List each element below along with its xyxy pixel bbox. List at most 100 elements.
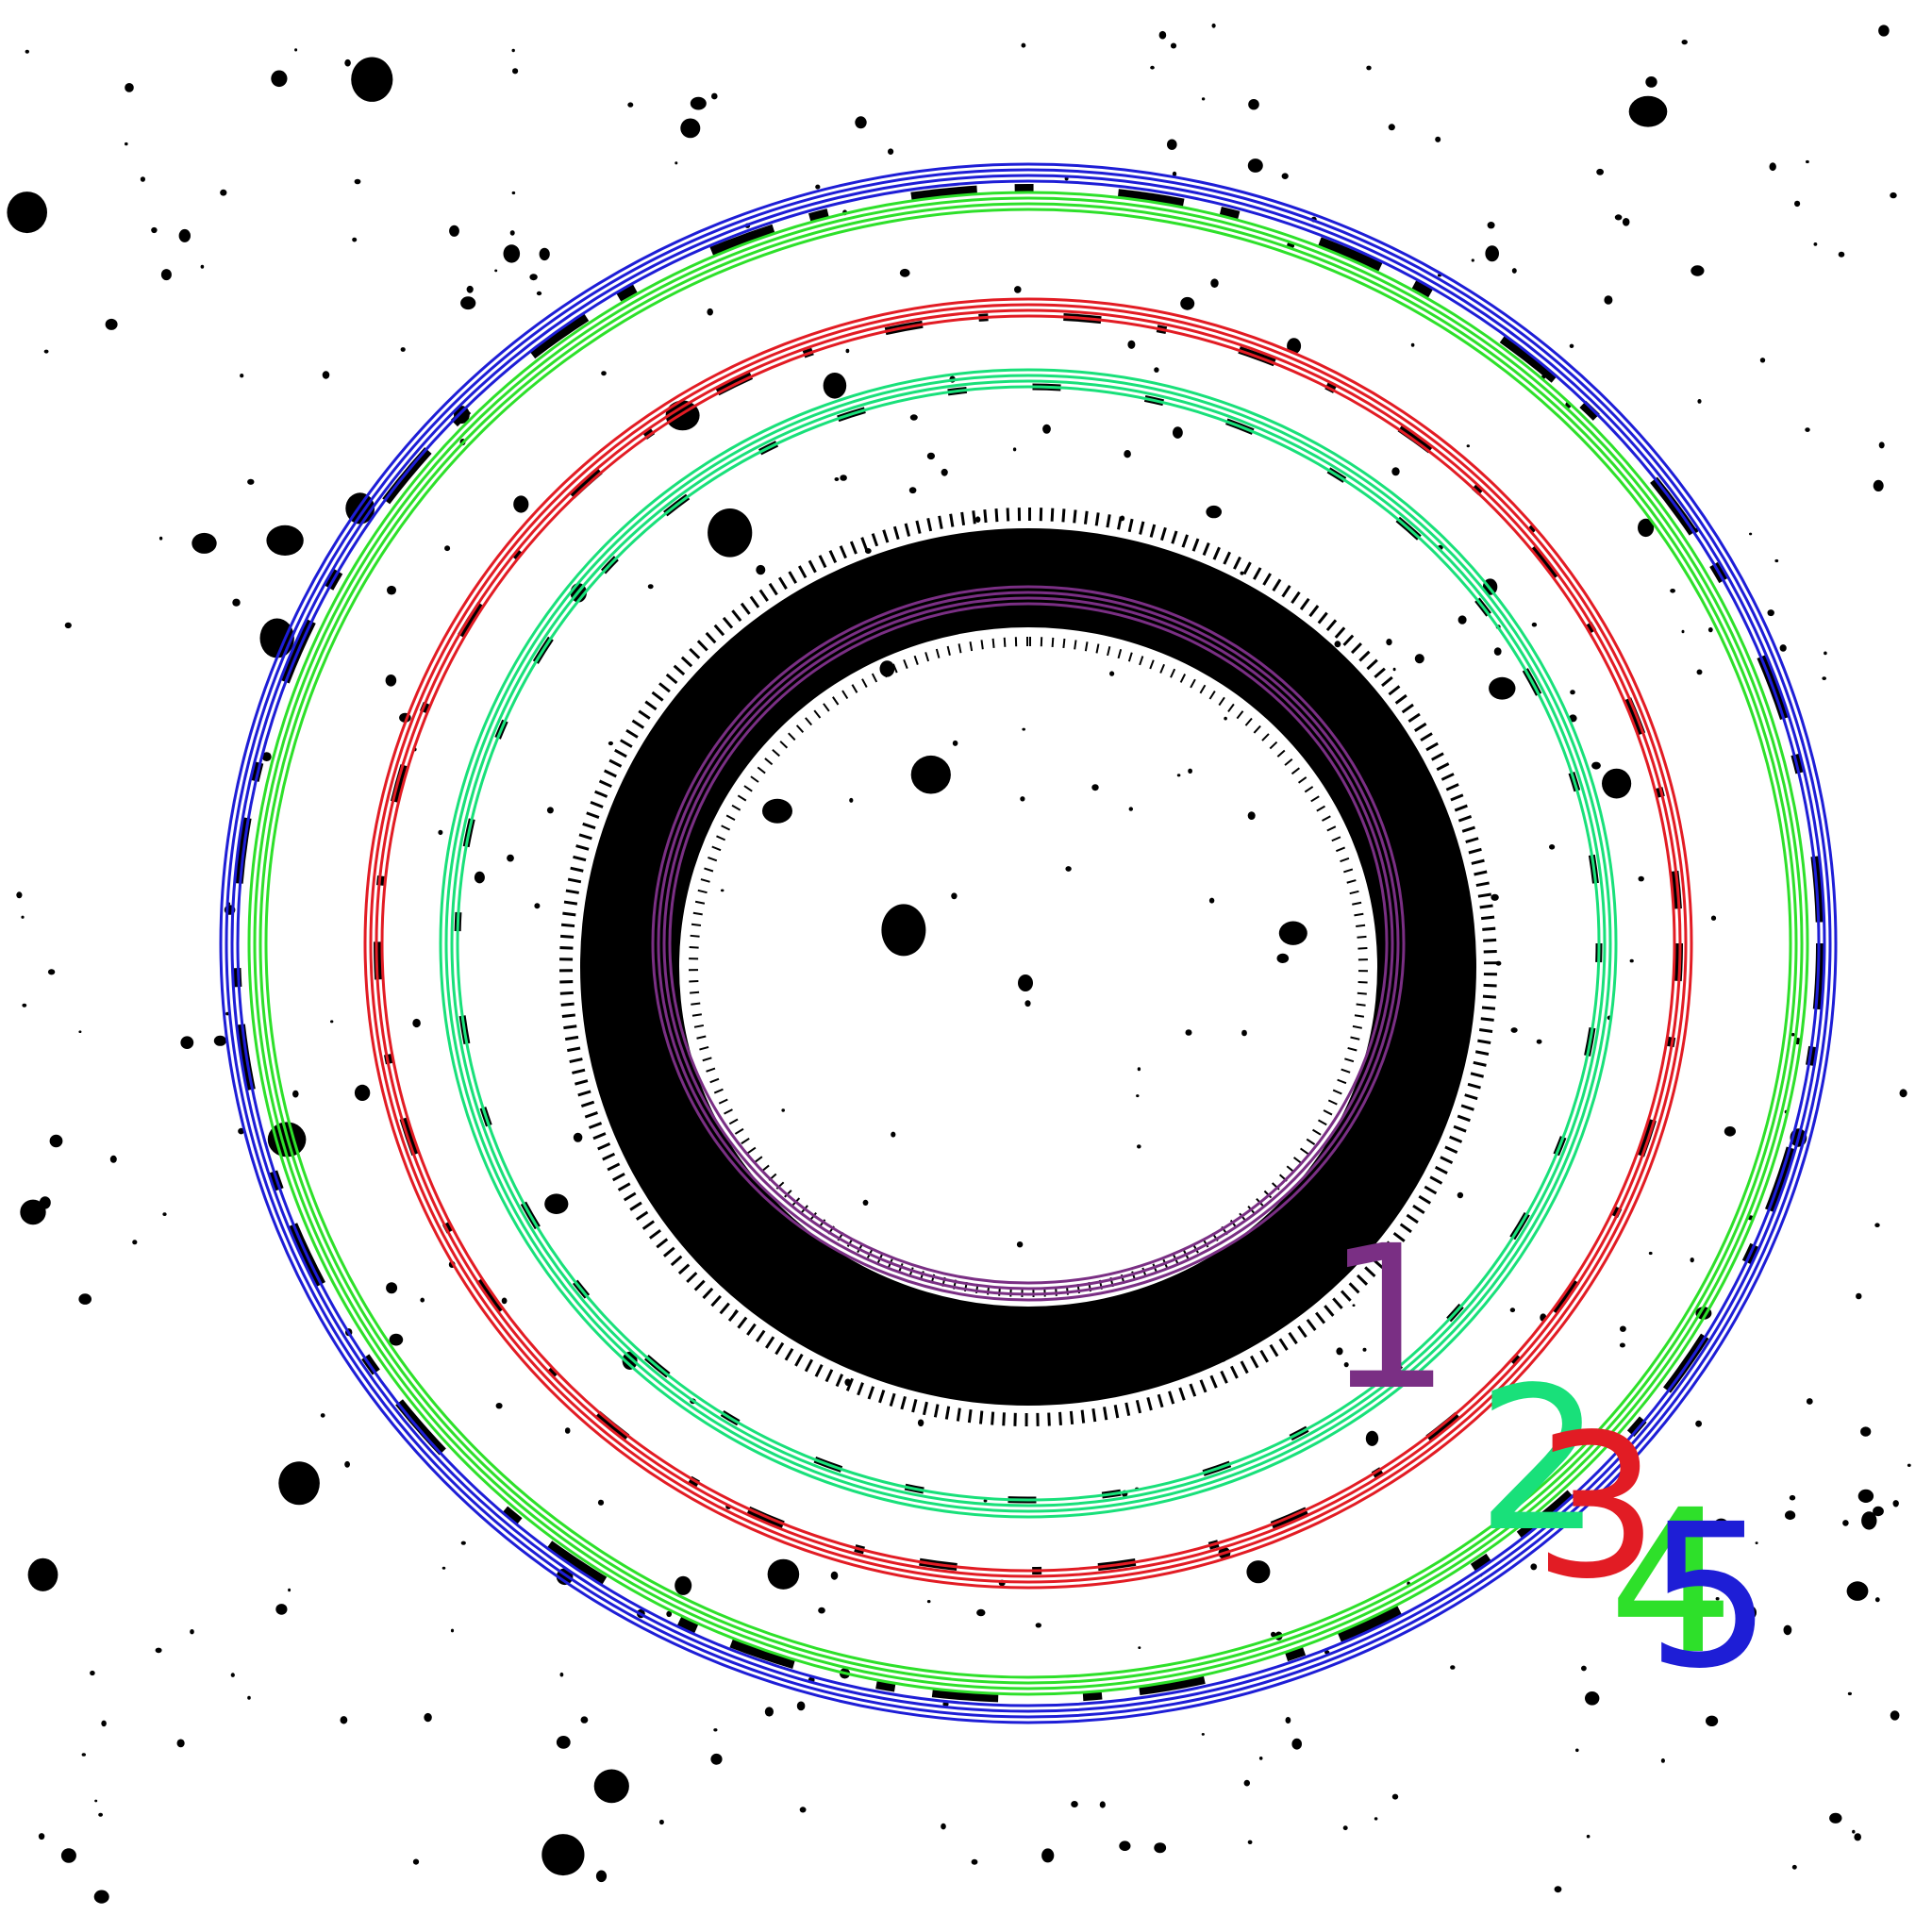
- diffraction-spot: [1099, 1801, 1106, 1808]
- diffraction-spot: [1670, 589, 1675, 593]
- diffraction-spot: [495, 1403, 503, 1409]
- diffraction-spot: [275, 1604, 288, 1615]
- diffraction-spot: [1783, 1624, 1792, 1636]
- diffraction-spot: [1386, 639, 1392, 646]
- diffraction-spot: [1724, 1126, 1736, 1137]
- diffraction-spot: [27, 1557, 58, 1591]
- diffraction-spot: [1842, 1520, 1849, 1526]
- diffraction-spot: [1247, 158, 1263, 173]
- diffraction-spot: [1604, 295, 1613, 305]
- diffraction-spot: [1014, 286, 1022, 293]
- diffraction-spot: [976, 1608, 986, 1617]
- diffraction-spot: [105, 318, 118, 330]
- diffraction-spot: [93, 1890, 109, 1904]
- ring-1: [651, 585, 1406, 1302]
- diffraction-spot: [1681, 40, 1688, 45]
- diffraction-spot: [16, 891, 23, 899]
- diffraction-spot: [1016, 1241, 1024, 1248]
- diffraction-spot: [1136, 1094, 1140, 1098]
- diffraction-spot: [666, 1610, 673, 1618]
- diffraction-spot: [511, 191, 516, 195]
- diffraction-spot: [941, 468, 948, 476]
- diffraction-spot: [98, 1812, 103, 1817]
- diffraction-spot: [501, 1297, 508, 1305]
- diffraction-spot: [1890, 192, 1897, 199]
- diffraction-spot: [1109, 671, 1115, 676]
- diffraction-spot: [1790, 1032, 1795, 1037]
- diffraction-spot: [1749, 532, 1753, 536]
- diffraction-spot: [840, 475, 847, 481]
- diffraction-spot: [1138, 1646, 1141, 1649]
- diffraction-spot: [49, 1134, 63, 1148]
- diffraction-spot: [1065, 866, 1072, 872]
- diffraction-spot: [140, 176, 145, 182]
- diffraction-spot: [39, 1196, 51, 1209]
- diffraction-spot: [330, 1020, 334, 1024]
- diffraction-spot: [1208, 897, 1215, 904]
- diffraction-spot: [1628, 95, 1668, 127]
- diffraction-spot: [1774, 558, 1779, 563]
- diffraction-spot: [597, 1499, 605, 1506]
- diffraction-spot: [899, 268, 910, 277]
- diffraction-spot: [47, 969, 56, 975]
- ring-label-1: 1: [1325, 1203, 1452, 1434]
- diffraction-spot: [1450, 1665, 1456, 1670]
- diffraction-spot: [1167, 139, 1177, 150]
- diffraction-spot: [1767, 609, 1774, 617]
- diffraction-spot: [344, 58, 351, 67]
- diffraction-spot: [781, 1108, 785, 1112]
- diffraction-spot: [1042, 424, 1051, 434]
- diffraction-spot: [951, 892, 958, 900]
- diffraction-spot: [707, 308, 713, 316]
- diffraction-spot: [1857, 1489, 1874, 1503]
- diffraction-spot: [385, 675, 397, 687]
- diffraction-spot: [513, 495, 529, 513]
- diffraction-spot: [1755, 1541, 1758, 1544]
- diffraction-spot: [708, 508, 753, 558]
- diffraction-spot: [1240, 571, 1244, 575]
- diffraction-spot: [891, 1131, 896, 1138]
- diffraction-spot: [534, 903, 541, 909]
- diffraction-spot: [1022, 727, 1025, 731]
- diffraction-spot: [1852, 1829, 1856, 1834]
- diffraction-spot: [815, 184, 821, 190]
- diffraction-spot: [1154, 1842, 1167, 1854]
- diffraction-spot: [1012, 447, 1017, 452]
- ring-4: [247, 191, 1809, 1696]
- diffraction-spot: [1172, 171, 1177, 176]
- diffraction-spot: [710, 1753, 723, 1765]
- diffraction-spot: [162, 1212, 167, 1216]
- diffraction-spot: [690, 96, 707, 110]
- diffraction-spot: [25, 49, 29, 54]
- diffraction-spot: [1271, 1631, 1276, 1638]
- diffraction-spot: [941, 1823, 946, 1830]
- diffraction-spot: [1224, 716, 1227, 721]
- diffraction-spot: [1276, 953, 1290, 964]
- diffraction-spot: [830, 1571, 839, 1580]
- diffraction-spot: [1586, 1834, 1591, 1839]
- diffraction-spot: [354, 178, 361, 185]
- diffraction-spot: [444, 545, 451, 552]
- diffraction-spot: [466, 285, 474, 293]
- diffraction-spot: [160, 269, 172, 281]
- diffraction-spot: [983, 1499, 988, 1503]
- diffraction-spot: [796, 1701, 806, 1711]
- diffraction-spot: [266, 525, 304, 557]
- diffraction-spot: [1874, 1223, 1880, 1227]
- diffraction-spot: [1706, 1715, 1719, 1727]
- diffraction-spot: [767, 1558, 800, 1590]
- diffraction-spot: [1342, 1825, 1348, 1831]
- diffraction-spot: [438, 829, 443, 836]
- diffraction-spot: [247, 1695, 251, 1700]
- diffraction-spot: [1622, 218, 1630, 226]
- diffraction-spot: [1201, 1733, 1205, 1736]
- diffraction-spot: [855, 116, 867, 129]
- diffraction-spot: [240, 374, 244, 378]
- diffraction-spot: [125, 83, 134, 92]
- diffraction-spot: [1596, 168, 1604, 175]
- diffraction-spot: [1806, 159, 1809, 164]
- diffraction-spot: [1710, 915, 1717, 921]
- diffraction-spot: [1638, 518, 1655, 538]
- diffraction-spot: [511, 48, 515, 53]
- diffraction-spot: [1899, 1089, 1907, 1098]
